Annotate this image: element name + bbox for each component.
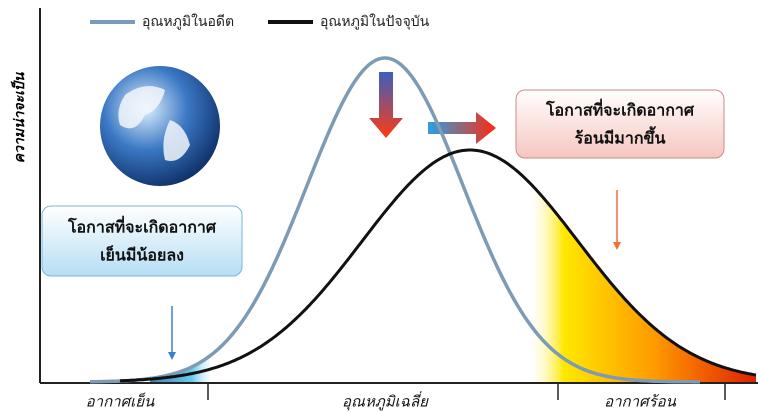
callout-box [515, 89, 725, 159]
pointer-arrow [168, 352, 176, 360]
hot-tail-fill [530, 183, 756, 382]
x-label: อากาศเย็น [86, 393, 155, 411]
shift-arrow [428, 112, 496, 144]
cold-tail-fill [150, 355, 210, 382]
x-label: อากาศร้อน [604, 393, 677, 411]
globe-icon [100, 66, 220, 186]
callout-text: โอกาสที่จะเกิดอากาศ [545, 99, 695, 120]
callout-box [41, 205, 243, 277]
present-curve [119, 148, 757, 383]
globe-land [118, 86, 190, 161]
y-axis-label: ความน่าจะเป็น [10, 71, 28, 163]
legend-label: อุณหภูมิในอดีต [142, 13, 234, 30]
callout-text: ร้อนมีมากขึ้น [575, 126, 666, 148]
pointer-arrow [613, 242, 621, 250]
shift-arrow [369, 72, 403, 138]
x-label: อุณหภูมิเฉลี่ย [342, 391, 429, 411]
past-curve [90, 56, 700, 384]
callout-text: โอกาสที่จะเกิดอากาศ [67, 216, 217, 237]
legend-label: อุณหภูมิในปัจจุบัน [320, 13, 430, 30]
callout-text: เย็นมีน้อยลง [100, 244, 184, 265]
